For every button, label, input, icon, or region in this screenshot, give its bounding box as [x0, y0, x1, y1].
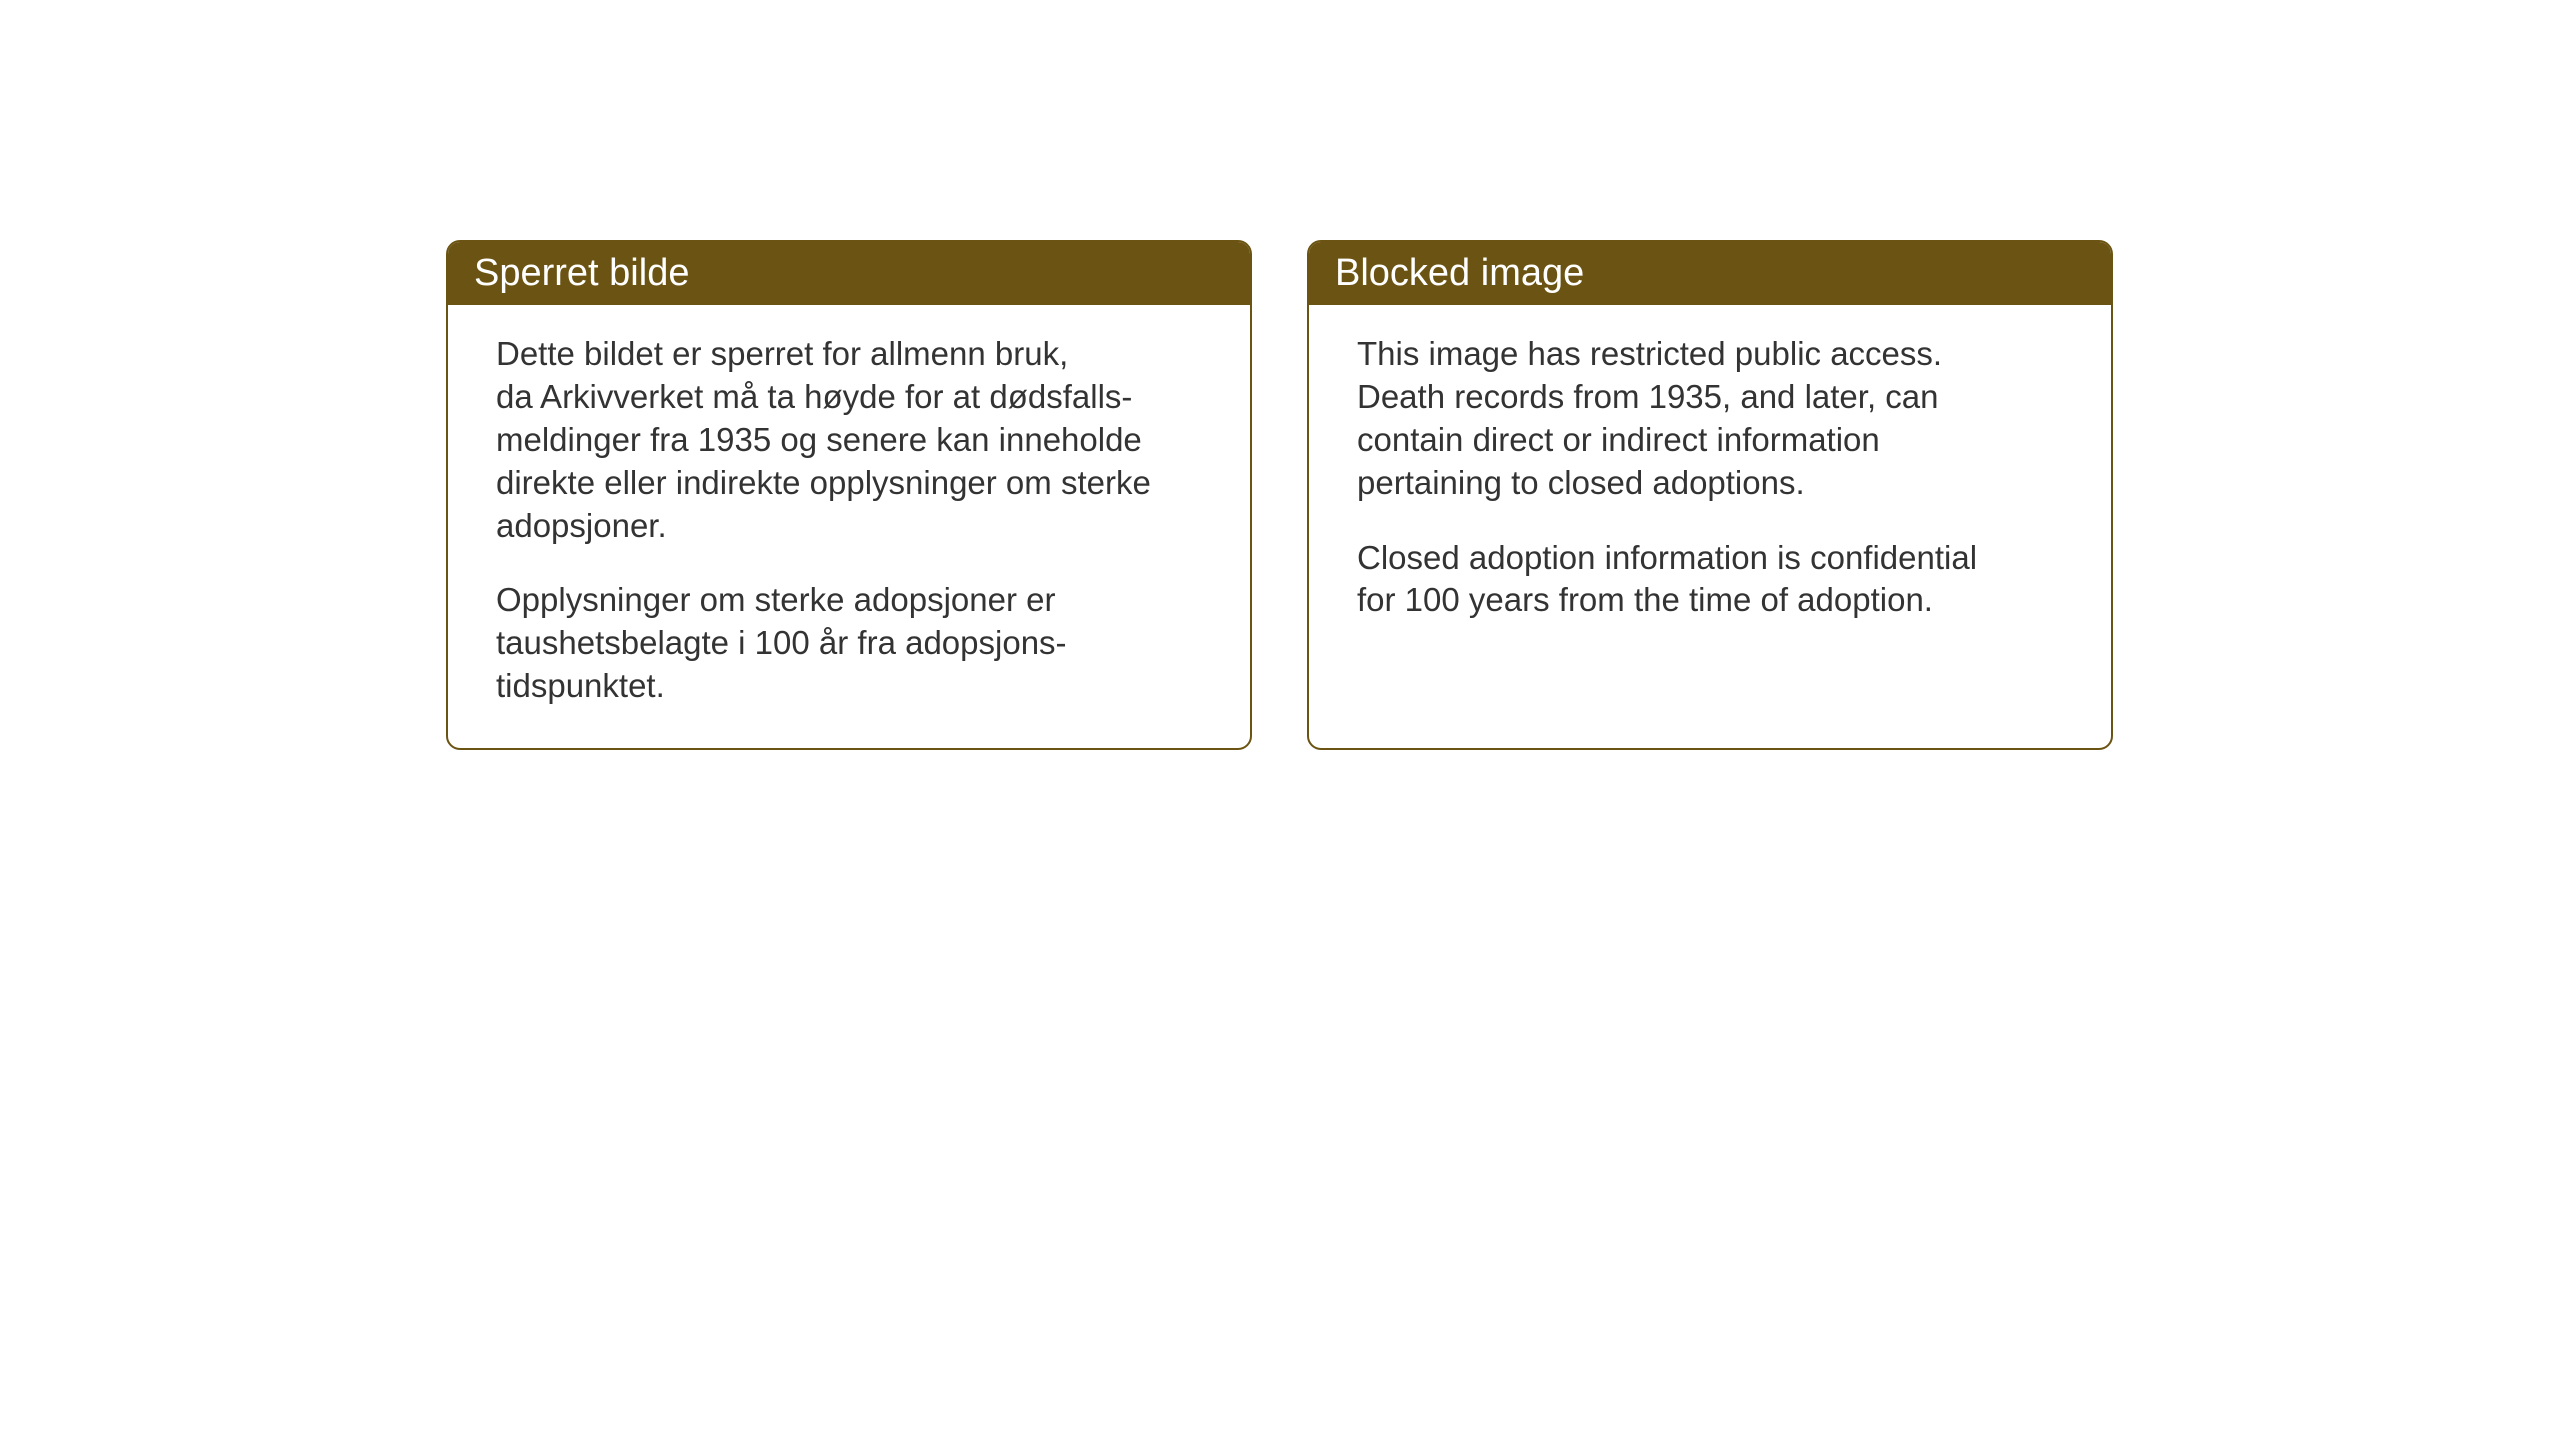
- text-line: direkte eller indirekte opplysninger om …: [496, 462, 1202, 505]
- text-line: Death records from 1935, and later, can: [1357, 376, 2063, 419]
- text-line: This image has restricted public access.: [1357, 333, 2063, 376]
- norwegian-card-title: Sperret bilde: [448, 242, 1250, 305]
- english-card-title: Blocked image: [1309, 242, 2111, 305]
- norwegian-paragraph-1: Dette bildet er sperret for allmenn bruk…: [496, 333, 1202, 547]
- text-line: Closed adoption information is confident…: [1357, 537, 2063, 580]
- text-line: adopsjoner.: [496, 505, 1202, 548]
- norwegian-card-body: Dette bildet er sperret for allmenn bruk…: [448, 305, 1250, 748]
- norwegian-paragraph-2: Opplysninger om sterke adopsjoner er tau…: [496, 579, 1202, 708]
- text-line: taushetsbelagte i 100 år fra adopsjons-: [496, 622, 1202, 665]
- norwegian-notice-card: Sperret bilde Dette bildet er sperret fo…: [446, 240, 1252, 750]
- text-line: for 100 years from the time of adoption.: [1357, 579, 2063, 622]
- english-paragraph-1: This image has restricted public access.…: [1357, 333, 2063, 505]
- english-paragraph-2: Closed adoption information is confident…: [1357, 537, 2063, 623]
- text-line: contain direct or indirect information: [1357, 419, 2063, 462]
- text-line: meldinger fra 1935 og senere kan innehol…: [496, 419, 1202, 462]
- text-line: pertaining to closed adoptions.: [1357, 462, 2063, 505]
- text-line: Opplysninger om sterke adopsjoner er: [496, 579, 1202, 622]
- english-notice-card: Blocked image This image has restricted …: [1307, 240, 2113, 750]
- text-line: tidspunktet.: [496, 665, 1202, 708]
- text-line: Dette bildet er sperret for allmenn bruk…: [496, 333, 1202, 376]
- english-card-body: This image has restricted public access.…: [1309, 305, 2111, 662]
- notice-container: Sperret bilde Dette bildet er sperret fo…: [446, 240, 2113, 750]
- text-line: da Arkivverket må ta høyde for at dødsfa…: [496, 376, 1202, 419]
